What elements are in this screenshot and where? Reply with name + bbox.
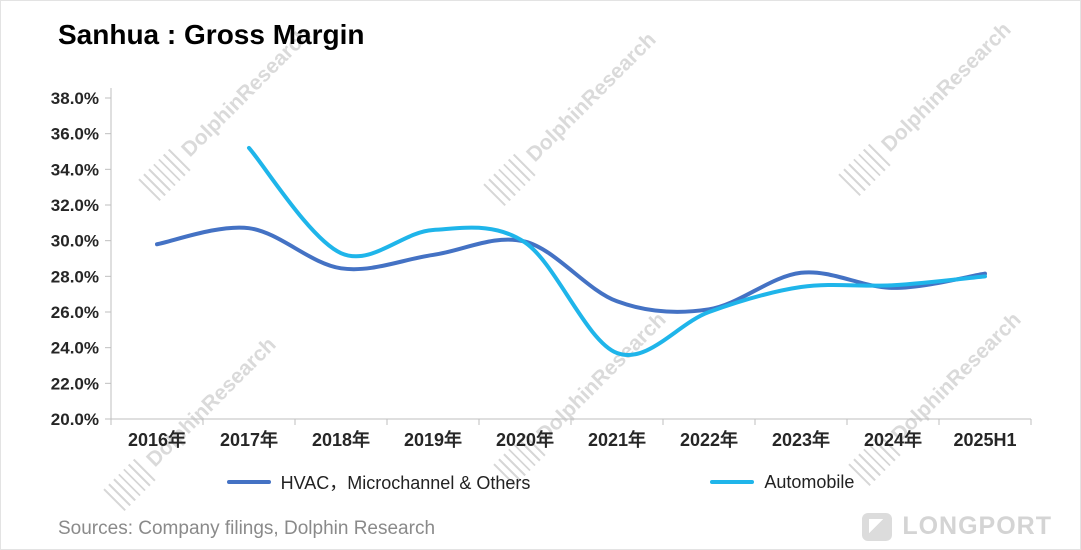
y-tick-label: 24.0%	[51, 339, 99, 358]
x-tick-label: 2018年	[312, 429, 370, 450]
y-tick-label: 34.0%	[51, 160, 99, 179]
legend-swatch	[710, 480, 755, 484]
chart-title: Sanhua : Gross Margin	[58, 19, 365, 50]
x-tick-label: 2016年	[128, 429, 186, 450]
x-tick-label: 2024年	[864, 429, 922, 450]
y-tick-label: 22.0%	[51, 374, 99, 393]
longport-logo-icon	[862, 512, 893, 541]
legend-item: Automobile	[710, 472, 854, 493]
x-tick-label: 2021年	[588, 429, 646, 450]
x-tick-label: 2017年	[220, 429, 278, 450]
legend: HVAC，Microchannel & Others Automobile	[1, 469, 1080, 495]
line-chart: 20.0% 22.0% 24.0% 26.0% 28.0% 30.0% 32.0% 34.0%…	[51, 88, 1032, 450]
series-line-1	[247, 145, 987, 357]
longport-logo-text: LONGPORT	[902, 512, 1052, 540]
series-line-0	[155, 225, 987, 314]
y-tick-label: 32.0%	[51, 196, 99, 215]
x-tick-label: 2023年	[772, 429, 830, 450]
y-tick-label: 28.0%	[51, 267, 99, 286]
y-tick-label: 38.0%	[51, 89, 99, 108]
legend-label: HVAC，Microchannel & Others	[280, 473, 531, 493]
source-text: Sources: Company filings, Dolphin Resear…	[58, 518, 436, 539]
legend-item: HVAC，Microchannel & Others	[226, 469, 531, 495]
legend-swatch	[226, 480, 271, 484]
x-tick-label: 2019年	[404, 429, 462, 450]
y-tick-label: 30.0%	[51, 232, 99, 251]
y-tick-label: 26.0%	[51, 303, 99, 322]
x-tick-label: 2022年	[680, 429, 738, 450]
longport-logo: LONGPORT	[862, 512, 1052, 541]
legend-label: Automobile	[764, 471, 855, 492]
x-tick-label: 2020年	[496, 429, 554, 450]
y-tick-label: 20.0%	[51, 410, 99, 429]
y-tick-label: 36.0%	[51, 125, 99, 144]
x-tick-label: 2025H1	[953, 430, 1016, 450]
